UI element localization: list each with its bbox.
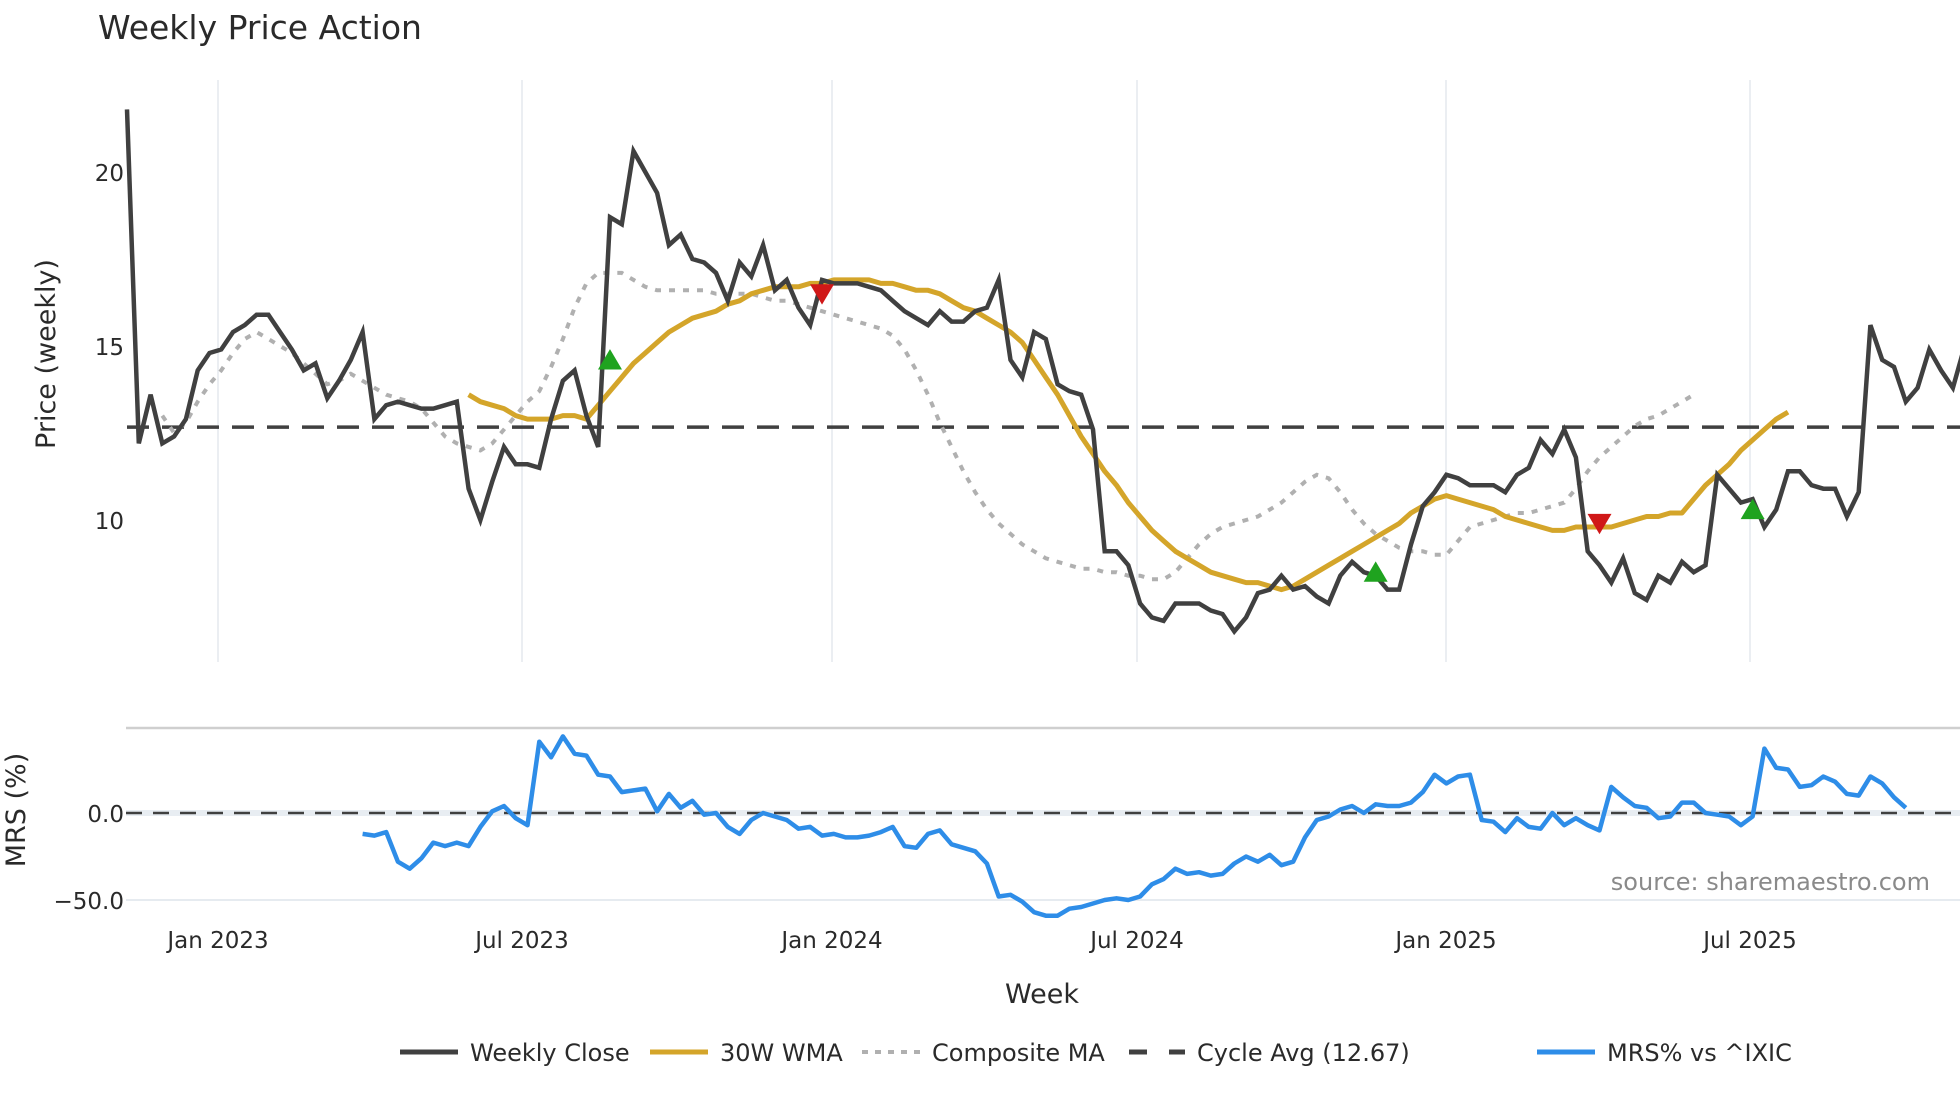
- buy-signal-icon: [597, 349, 622, 370]
- mrs-y-tick: 0.0: [87, 802, 124, 828]
- legend-label: Composite MA: [932, 1039, 1105, 1067]
- x-tick: Jan 2023: [165, 928, 268, 954]
- x-tick: Jan 2024: [779, 928, 882, 954]
- mrs-line: [362, 734, 1908, 918]
- x-axis-label: Week: [1005, 979, 1079, 1010]
- legend-label: 30W WMA: [720, 1039, 843, 1067]
- legend-label: Weekly Close: [470, 1039, 630, 1067]
- x-tick: Jul 2025: [1701, 928, 1797, 954]
- x-tick: Jul 2024: [1088, 928, 1184, 954]
- price-gridlines: [217, 80, 1751, 662]
- buy-signal-icon: [1363, 561, 1388, 582]
- price-y-axis: 10 15 20: [95, 161, 124, 535]
- x-tick: Jan 2025: [1393, 928, 1496, 954]
- price-y-tick: 20: [95, 161, 124, 187]
- chart-title: Weekly Price Action: [98, 8, 422, 47]
- mrs-y-axis-label: MRS (%): [1, 753, 32, 868]
- legend-label: MRS% vs ^IXIC: [1607, 1039, 1792, 1067]
- sell-signal-icon: [1587, 513, 1612, 535]
- legend-label: Cycle Avg (12.67): [1197, 1039, 1410, 1067]
- x-tick: Jul 2023: [473, 928, 569, 954]
- price-y-tick: 15: [95, 335, 124, 361]
- legend: Weekly Close 30W WMA Composite MA Cycle Avg…: [400, 1039, 1792, 1067]
- price-y-tick: 10: [95, 509, 124, 535]
- signal-markers: [597, 284, 1765, 582]
- mrs-y-tick: −50.0: [54, 889, 124, 915]
- wma-30w-line: [467, 277, 1790, 593]
- x-axis-ticks: Jan 2023 Jul 2023 Jan 2024 Jul 2024 Jan 2025…: [165, 928, 1796, 954]
- price-y-axis-label: Price (weekly): [31, 259, 62, 449]
- buy-signal-icon: [1740, 498, 1765, 520]
- weekly-close-line: [124, 109, 1960, 636]
- sell-signal-icon: [810, 284, 835, 305]
- mrs-y-axis: −50.0 0.0: [54, 802, 124, 915]
- source-note: source: sharemaestro.com: [1611, 868, 1930, 896]
